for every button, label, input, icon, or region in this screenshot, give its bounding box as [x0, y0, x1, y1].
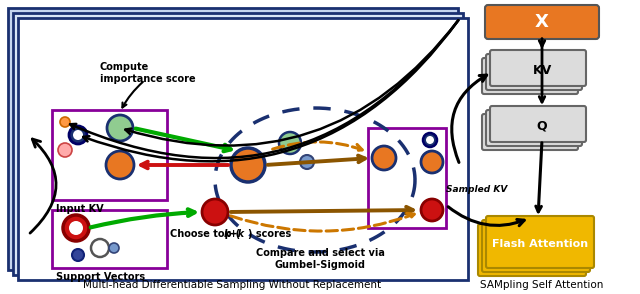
Text: Compute
importance score: Compute importance score: [100, 62, 196, 83]
FancyBboxPatch shape: [486, 216, 594, 268]
Text: Compare and select via
Gumbel-Sigmoid: Compare and select via Gumbel-Sigmoid: [255, 248, 385, 270]
Circle shape: [426, 136, 434, 144]
Text: Q: Q: [537, 119, 547, 133]
Circle shape: [300, 155, 314, 169]
FancyBboxPatch shape: [486, 54, 582, 90]
Circle shape: [423, 133, 437, 147]
Bar: [13, 13, 463, 275]
Text: Support Vectors: Support Vectors: [56, 272, 145, 282]
FancyBboxPatch shape: [482, 58, 578, 94]
Circle shape: [69, 126, 87, 144]
Circle shape: [91, 239, 109, 257]
Circle shape: [73, 130, 83, 140]
Text: Input KV: Input KV: [56, 204, 104, 214]
FancyBboxPatch shape: [482, 220, 590, 272]
Bar: [18, 18, 468, 280]
Bar: [8, 8, 458, 270]
Bar: [52, 210, 167, 268]
Circle shape: [58, 143, 72, 157]
Bar: [52, 110, 167, 200]
Circle shape: [202, 199, 228, 225]
Text: Sampled KV: Sampled KV: [446, 185, 508, 194]
Circle shape: [107, 115, 133, 141]
Circle shape: [60, 117, 70, 127]
FancyBboxPatch shape: [485, 5, 599, 39]
Circle shape: [63, 215, 89, 241]
Circle shape: [72, 249, 84, 261]
FancyBboxPatch shape: [478, 224, 586, 276]
Text: k+k: k+k: [224, 229, 245, 239]
Circle shape: [279, 132, 301, 154]
Text: SAMpling Self Attention: SAMpling Self Attention: [480, 280, 604, 290]
Circle shape: [231, 148, 265, 182]
FancyBboxPatch shape: [490, 50, 586, 86]
FancyBboxPatch shape: [490, 106, 586, 142]
FancyBboxPatch shape: [482, 114, 578, 150]
Circle shape: [109, 243, 119, 253]
Text: ) scores: ) scores: [248, 229, 291, 239]
Text: Multi-head Differentiable Sampling Without Replacement: Multi-head Differentiable Sampling Witho…: [83, 280, 381, 290]
Circle shape: [421, 151, 443, 173]
Text: KV: KV: [532, 64, 552, 76]
Circle shape: [106, 151, 134, 179]
Circle shape: [421, 199, 443, 221]
Text: Flash Attention: Flash Attention: [492, 239, 588, 249]
Circle shape: [372, 146, 396, 170]
Text: X: X: [535, 13, 549, 31]
Bar: [368, 128, 446, 228]
FancyArrowPatch shape: [30, 139, 56, 233]
Circle shape: [69, 221, 83, 235]
FancyBboxPatch shape: [486, 110, 582, 146]
Text: Choose top-(: Choose top-(: [170, 229, 240, 239]
